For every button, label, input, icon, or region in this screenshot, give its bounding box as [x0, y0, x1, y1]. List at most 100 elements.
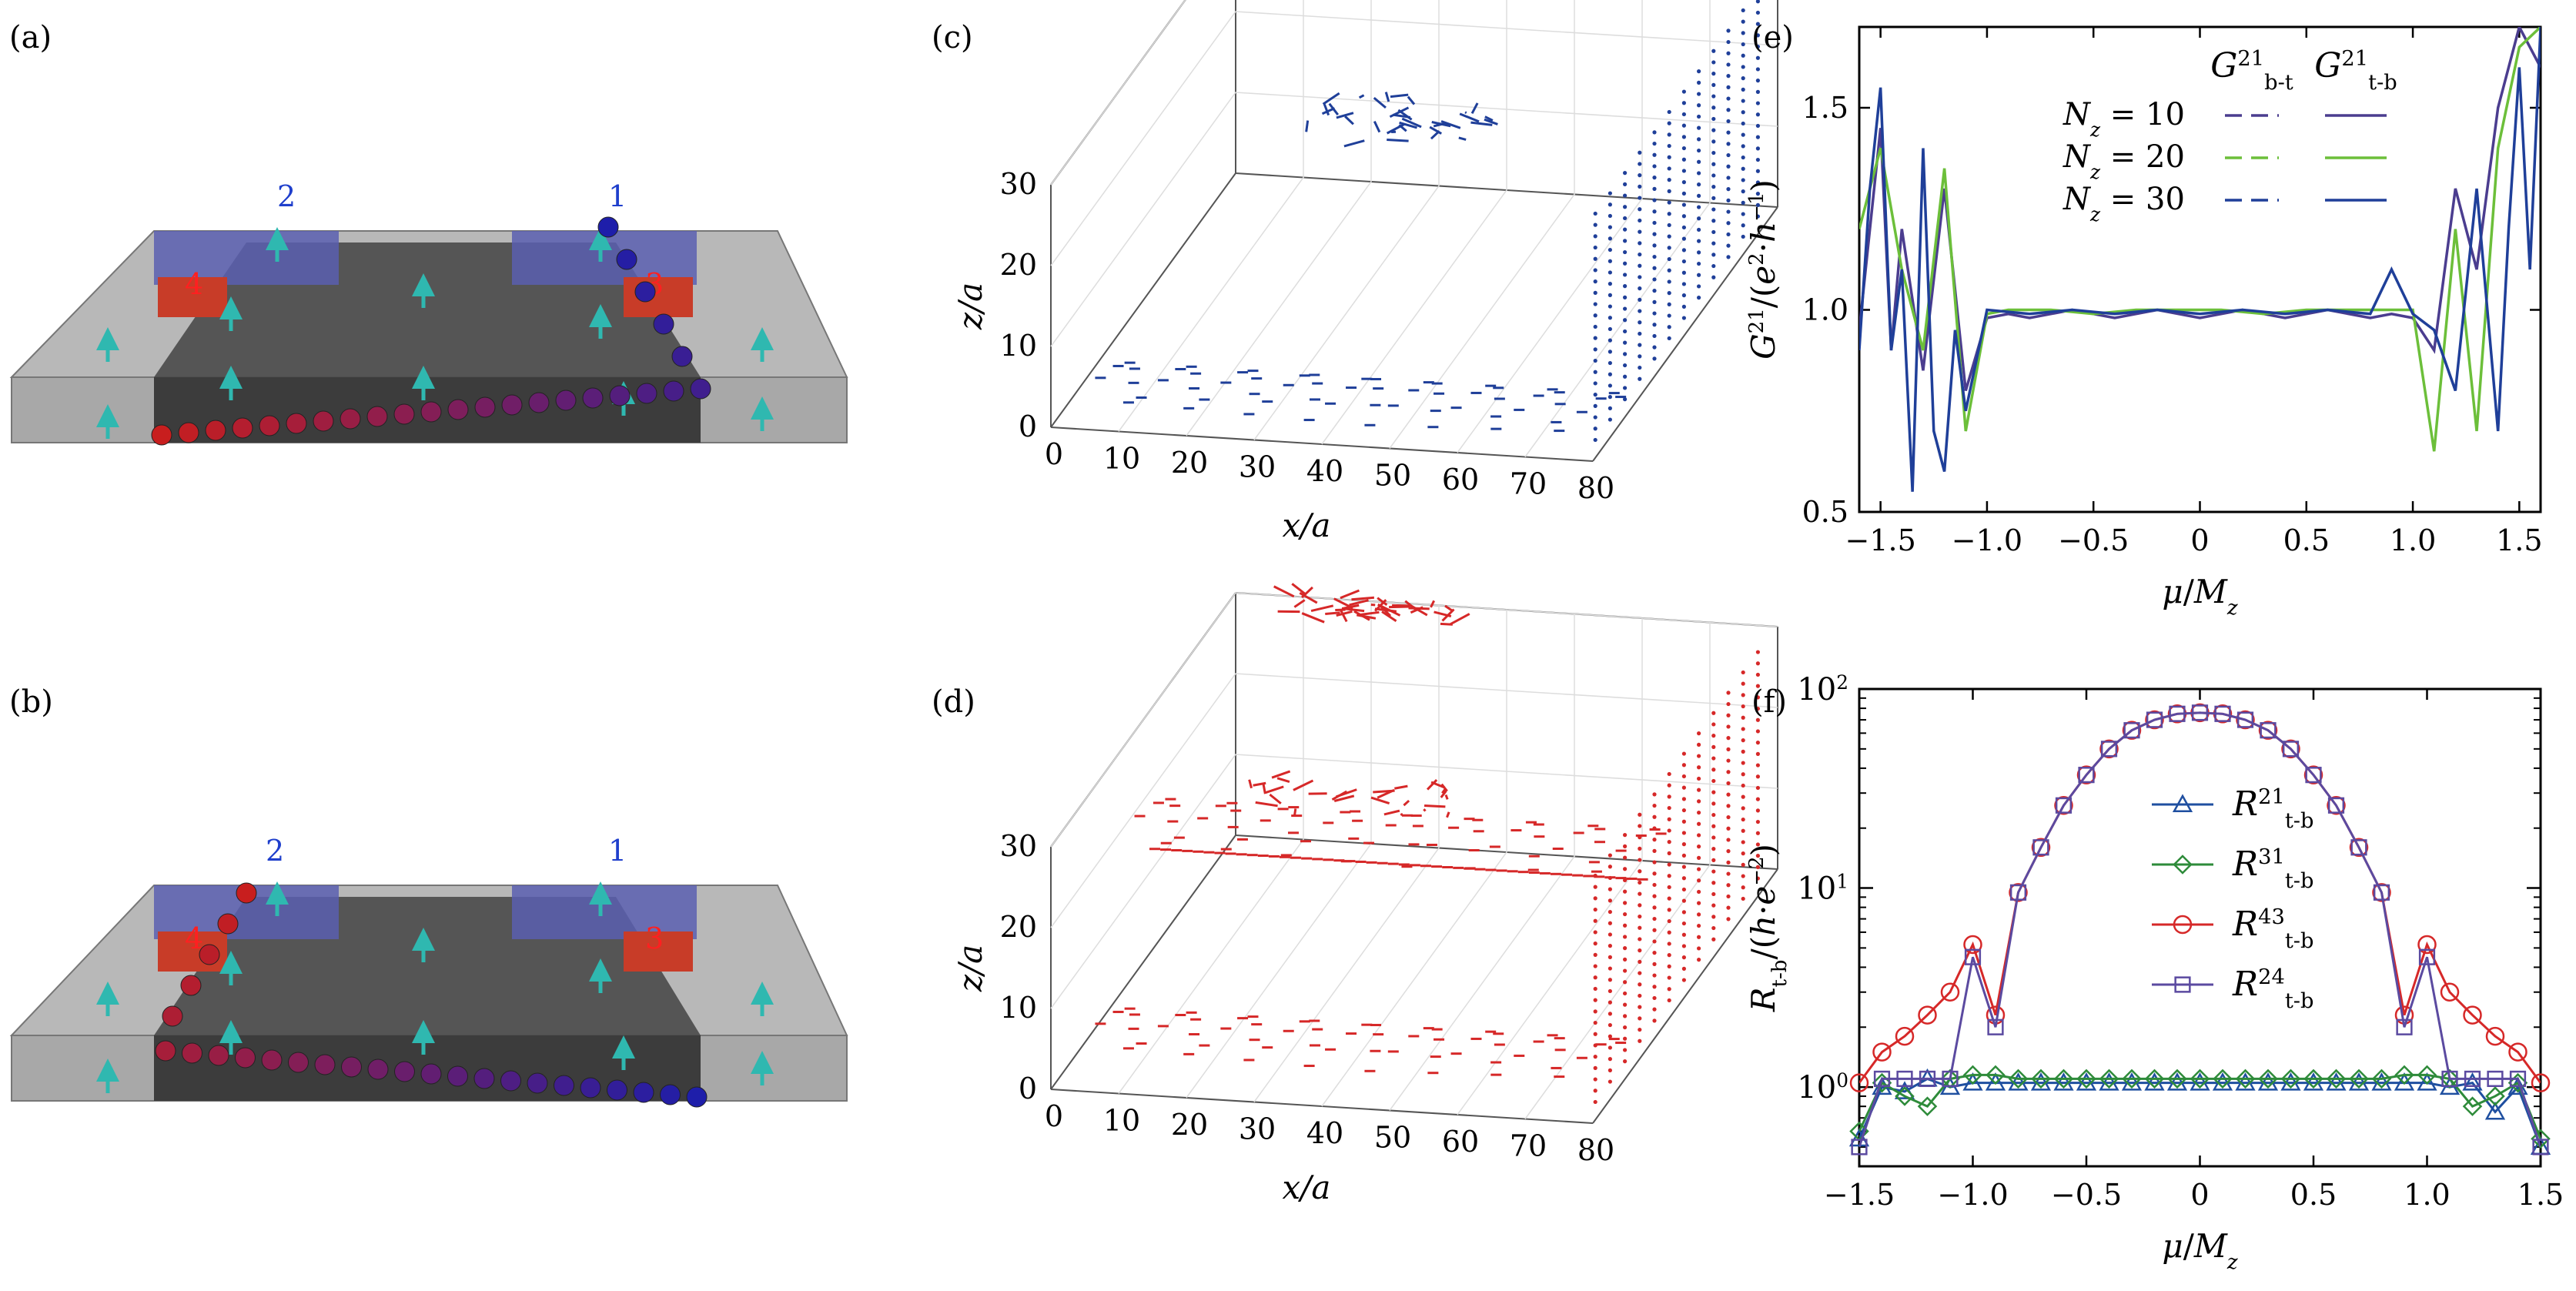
current-dot	[1638, 185, 1641, 189]
current-arrow	[1325, 613, 1340, 614]
current-dot	[1668, 885, 1671, 889]
current-dot	[1726, 165, 1730, 169]
current-dot	[1623, 228, 1627, 232]
current-dot	[1594, 223, 1597, 227]
current-dot	[1682, 146, 1686, 150]
current-dot	[1726, 52, 1730, 55]
current-dot	[1726, 748, 1730, 751]
current-dot	[1668, 336, 1671, 340]
bead	[580, 1078, 601, 1098]
x-tick-label: 1.0	[2390, 523, 2436, 557]
current-arrow	[1401, 814, 1402, 816]
current-dot	[1623, 193, 1627, 197]
current-dot	[1668, 269, 1671, 273]
current-dot	[1608, 1023, 1612, 1027]
current-dot	[1652, 289, 1656, 293]
current-dot	[1711, 926, 1715, 930]
current-dot	[1623, 239, 1627, 242]
current-dot	[1623, 262, 1627, 266]
current-dot	[1608, 1035, 1612, 1038]
bead	[342, 1057, 362, 1077]
current-dot	[1608, 304, 1612, 308]
current-dot	[1697, 115, 1701, 119]
current-arrow	[1431, 600, 1434, 607]
current-dot	[1726, 883, 1730, 887]
current-dot	[1608, 282, 1612, 286]
current-dot	[1741, 42, 1745, 46]
current-dot	[1652, 860, 1656, 864]
current-dot	[1711, 915, 1715, 918]
current-dot	[1652, 311, 1656, 315]
current-dot	[1682, 944, 1686, 948]
current-dot	[1682, 112, 1686, 116]
current-dot	[1668, 772, 1671, 776]
panel-d-label: (d)	[932, 684, 975, 720]
current-dot	[1697, 867, 1701, 871]
current-arrow	[1393, 115, 1410, 117]
current-dot	[1711, 824, 1715, 828]
current-dot	[1697, 284, 1701, 288]
z-tick-label: 10	[1000, 329, 1037, 363]
x-tick-label: 60	[1442, 1125, 1479, 1159]
lead-2-label: 2	[277, 179, 296, 213]
current-dot	[1668, 897, 1671, 901]
lead-1	[512, 231, 697, 285]
y-tick-label: 0.5	[1802, 495, 1848, 529]
current-dot	[1741, 727, 1745, 731]
current-dot	[1726, 199, 1730, 202]
lead-1-label-b: 1	[608, 834, 627, 868]
plot-frame	[1859, 27, 2541, 512]
current-dot	[1652, 232, 1656, 236]
current-dot	[1668, 806, 1671, 810]
current-dot	[1697, 250, 1701, 254]
current-dot	[1638, 207, 1641, 211]
bead	[315, 1055, 335, 1075]
x-tick-label: 40	[1306, 1116, 1343, 1150]
current-arrow	[1266, 787, 1283, 793]
current-dot	[1652, 905, 1656, 909]
current-dot	[1594, 268, 1597, 272]
legend-row-label: Nz = 10	[2062, 97, 2185, 141]
current-dot	[1594, 347, 1597, 351]
current-dot	[1652, 849, 1656, 853]
current-dot	[1697, 126, 1701, 130]
bead	[182, 1043, 202, 1063]
current-dot	[1697, 924, 1701, 928]
current-dot	[1652, 164, 1656, 168]
lead-2	[154, 231, 339, 285]
current-dot	[1682, 202, 1686, 206]
x-tick-label: 80	[1577, 1133, 1614, 1167]
current-dot	[1623, 375, 1627, 379]
x-tick-label: 1.5	[2517, 1178, 2564, 1212]
y-axis-label: Rt-b/(h·e−2)	[1745, 844, 1791, 1012]
z-tick-label: 30	[1000, 829, 1037, 863]
current-dot	[1623, 980, 1627, 984]
grid-line	[1051, 674, 1778, 928]
current-dot	[1711, 745, 1715, 749]
current-dot	[1668, 132, 1671, 136]
current-dot	[1726, 221, 1730, 225]
current-dot	[1668, 325, 1671, 329]
panel-b: (b) 2 1 4 3	[9, 684, 847, 1107]
current-dot	[1594, 896, 1597, 900]
current-dot	[1638, 869, 1641, 873]
current-dot	[1682, 774, 1686, 778]
current-dot	[1608, 1069, 1612, 1072]
current-dot	[1594, 313, 1597, 317]
current-dot	[1608, 966, 1612, 970]
current-dot	[1711, 768, 1715, 771]
x-axis-label: μ/Mz	[2162, 573, 2237, 620]
current-dot	[1623, 867, 1627, 871]
x-axis-label: x/a	[1283, 507, 1331, 544]
current-dot	[1608, 1045, 1612, 1049]
current-dot	[1682, 876, 1686, 880]
grid-line	[1186, 0, 1371, 436]
current-dot	[1682, 259, 1686, 263]
current-dot	[1697, 765, 1701, 769]
current-dot	[1682, 808, 1686, 812]
x-tick-label: 0	[2190, 1178, 2209, 1212]
current-arrow	[1358, 612, 1379, 615]
